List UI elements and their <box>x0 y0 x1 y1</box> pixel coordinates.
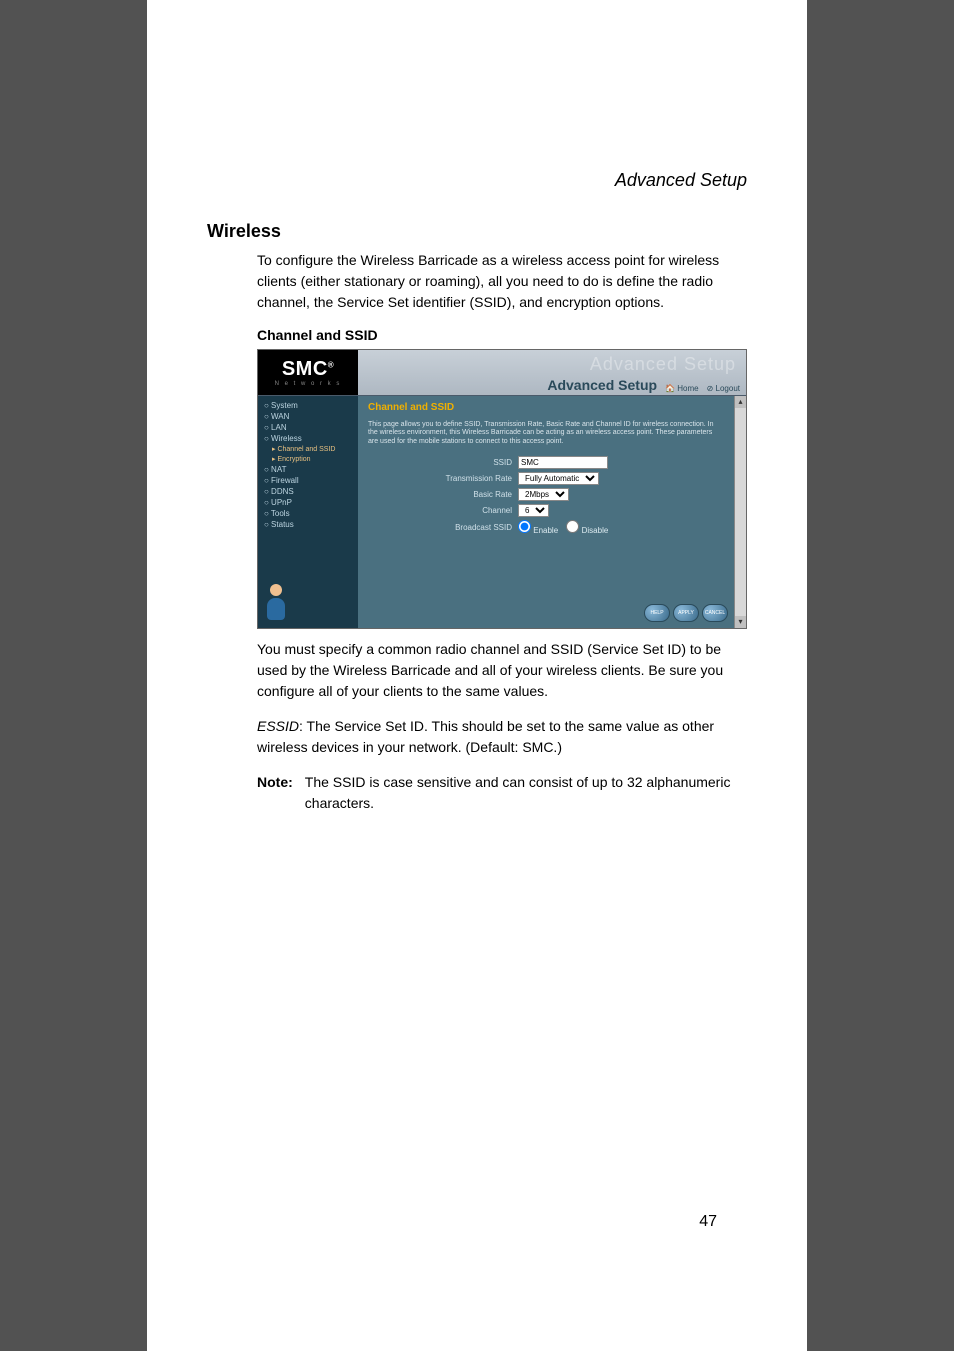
sidebar-item-system[interactable]: ○ System <box>258 400 358 411</box>
home-link[interactable]: 🏠 Home <box>665 384 699 393</box>
router-admin-screenshot: SMC® N e t w o r k s Advanced Setup Adva… <box>257 349 747 629</box>
essid-definition: : The Service Set ID. This should be set… <box>257 718 714 755</box>
help-button[interactable]: HELP <box>644 604 670 622</box>
sidebar-item-wan[interactable]: ○ WAN <box>258 411 358 422</box>
label-broadcast: Broadcast SSID <box>368 523 518 532</box>
disable-label: Disable <box>582 526 609 535</box>
label-channel: Channel <box>368 506 518 515</box>
broadcast-disable-radio[interactable] <box>566 520 579 533</box>
smc-logo: SMC® N e t w o r k s <box>258 350 358 395</box>
page-number: 47 <box>699 1213 717 1231</box>
note-text: The SSID is case sensitive and can consi… <box>305 772 747 814</box>
row-tx-rate: Transmission Rate Fully Automatic <box>368 472 724 485</box>
logo-subtext: N e t w o r k s <box>275 381 342 387</box>
vertical-scrollbar[interactable]: ▴ ▾ <box>734 396 746 628</box>
brand-ghost-text: Advanced Setup <box>590 354 736 375</box>
subsection-heading: Channel and SSID <box>257 327 747 343</box>
running-header: Advanced Setup <box>207 170 747 191</box>
apply-button[interactable]: APPLY <box>673 604 699 622</box>
broadcast-enable-radio[interactable] <box>518 520 531 533</box>
label-tx-rate: Transmission Rate <box>368 474 518 483</box>
label-ssid: SSID <box>368 458 518 467</box>
sidebar-item-ddns[interactable]: ○ DDNS <box>258 486 358 497</box>
row-basic-rate: Basic Rate 2Mbps <box>368 488 724 501</box>
avatar-icon <box>264 584 288 624</box>
document-page: Advanced Setup Wireless To configure the… <box>147 0 807 1351</box>
tx-rate-select[interactable]: Fully Automatic <box>518 472 599 485</box>
panel-title: Channel and SSID <box>368 402 724 413</box>
note-block: Note: The SSID is case sensitive and can… <box>257 772 747 814</box>
sidebar-item-firewall[interactable]: ○ Firewall <box>258 475 358 486</box>
sidebar-sub-channel-ssid[interactable]: ▸ Channel and SSID <box>258 444 358 454</box>
section-heading: Wireless <box>207 221 747 242</box>
action-buttons: HELP APPLY CANCEL <box>644 604 728 622</box>
main-panel: Channel and SSID This page allows you to… <box>358 396 734 628</box>
sidebar-sub-encryption[interactable]: ▸ Encryption <box>258 454 358 464</box>
sidebar-item-nat[interactable]: ○ NAT <box>258 464 358 475</box>
panel-description: This page allows you to define SSID, Tra… <box>368 421 724 446</box>
note-label: Note: <box>257 772 293 814</box>
row-channel: Channel 6 <box>368 504 724 517</box>
screenshot-body: ○ System ○ WAN ○ LAN ○ Wireless ▸ Channe… <box>258 396 746 628</box>
label-basic-rate: Basic Rate <box>368 490 518 499</box>
logo-text: SMC® <box>282 358 334 381</box>
sidebar-item-upnp[interactable]: ○ UPnP <box>258 497 358 508</box>
row-ssid: SSID <box>368 456 724 469</box>
scroll-up-icon[interactable]: ▴ <box>735 396 746 408</box>
logout-link[interactable]: ⊘ Logout <box>707 384 740 393</box>
screenshot-header: SMC® N e t w o r k s Advanced Setup Adva… <box>258 350 746 396</box>
sidebar-item-tools[interactable]: ○ Tools <box>258 508 358 519</box>
basic-rate-select[interactable]: 2Mbps <box>518 488 569 501</box>
sidebar-item-wireless[interactable]: ○ Wireless <box>258 433 358 444</box>
scroll-down-icon[interactable]: ▾ <box>735 616 746 628</box>
enable-label: Enable <box>533 526 558 535</box>
nav-sidebar: ○ System ○ WAN ○ LAN ○ Wireless ▸ Channe… <box>258 396 358 628</box>
channel-select[interactable]: 6 <box>518 504 549 517</box>
ssid-input[interactable] <box>518 456 608 469</box>
row-broadcast: Broadcast SSID Enable Disable <box>368 520 724 535</box>
settings-form: SSID Transmission Rate Fully Automatic B… <box>368 456 724 535</box>
essid-paragraph: ESSID: The Service Set ID. This should b… <box>257 716 747 758</box>
cancel-button[interactable]: CANCEL <box>702 604 728 622</box>
brand-title: Advanced Setup <box>547 377 657 393</box>
after-screenshot-paragraph: You must specify a common radio channel … <box>257 639 747 702</box>
brand-bar: Advanced Setup Advanced Setup 🏠 Home ⊘ L… <box>358 350 746 395</box>
sidebar-item-status[interactable]: ○ Status <box>258 519 358 530</box>
sidebar-item-lan[interactable]: ○ LAN <box>258 422 358 433</box>
intro-paragraph: To configure the Wireless Barricade as a… <box>257 250 747 313</box>
essid-term: ESSID <box>257 718 299 734</box>
